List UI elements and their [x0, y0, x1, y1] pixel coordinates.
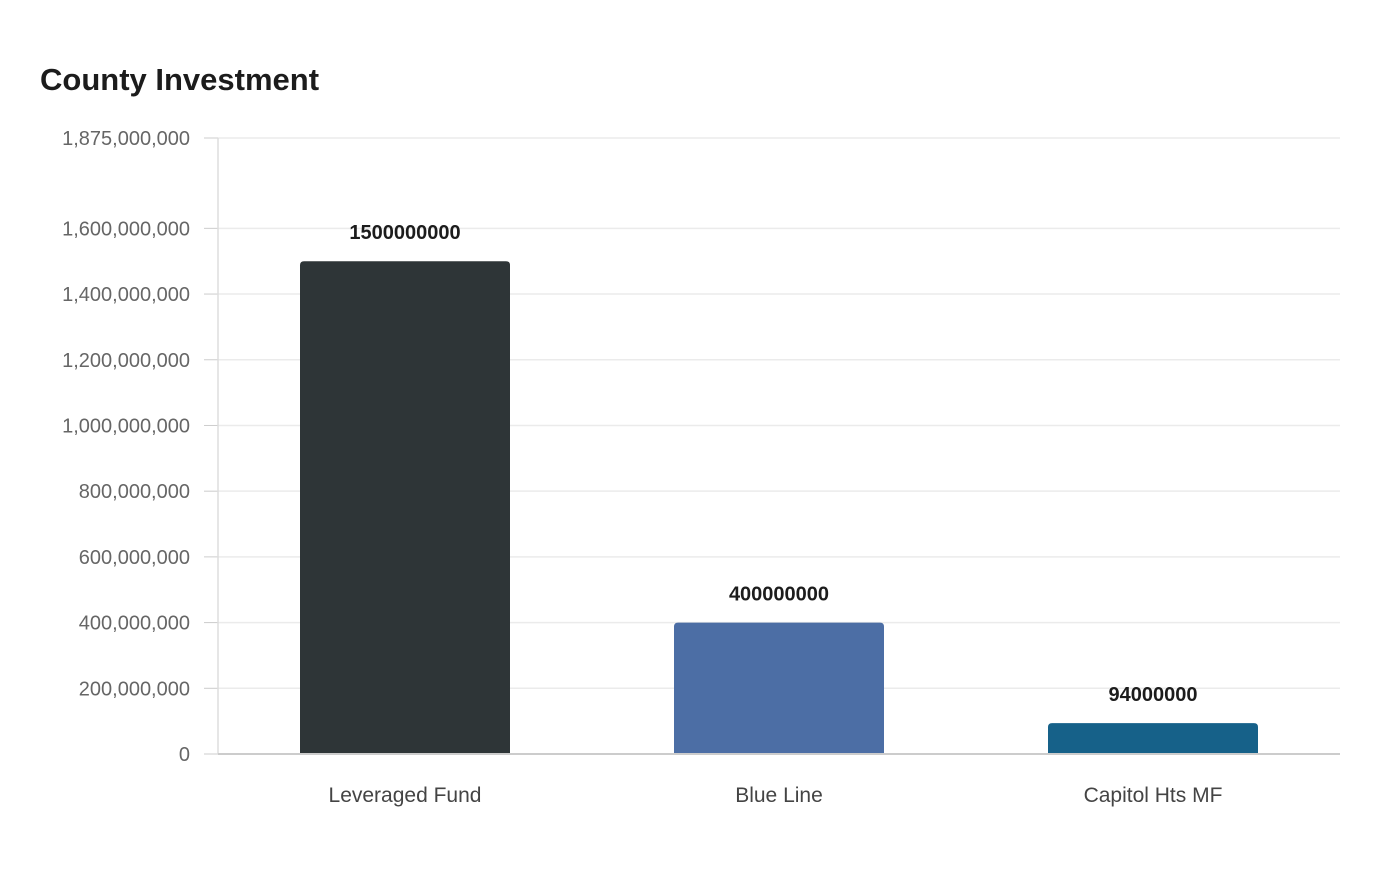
y-tick-label: 600,000,000	[79, 547, 190, 569]
y-tick-label: 800,000,000	[79, 481, 190, 503]
x-axis-categories: Leveraged Fund Blue Line Capitol Hts MF	[329, 784, 1223, 807]
data-label: 400000000	[729, 584, 829, 606]
y-tick-label: 1,600,000,000	[62, 218, 190, 240]
y-tick-label: 200,000,000	[79, 678, 190, 700]
y-axis-ticks: 0 200,000,000 400,000,000 600,000,000 800,00…	[62, 128, 218, 766]
bar-capitol-hts-mf[interactable]	[1048, 723, 1258, 754]
data-label: 94000000	[1109, 684, 1198, 706]
y-tick-label: 1,875,000,000	[62, 128, 190, 150]
x-category-label: Capitol Hts MF	[1084, 784, 1223, 807]
y-tick-label: 1,000,000,000	[62, 415, 190, 437]
y-tick-label: 0	[179, 744, 190, 766]
bars	[300, 261, 1258, 754]
bar-leveraged-fund[interactable]	[300, 261, 510, 754]
y-tick-label: 1,200,000,000	[62, 350, 190, 372]
chart-title: County Investment	[40, 62, 320, 97]
y-tick-label: 1,400,000,000	[62, 284, 190, 306]
bar-blue-line[interactable]	[674, 622, 884, 754]
x-category-label: Leveraged Fund	[329, 784, 482, 807]
data-labels: 1500000000 400000000 94000000	[349, 222, 1197, 706]
data-label: 1500000000	[349, 222, 460, 244]
y-tick-label: 400,000,000	[79, 613, 190, 635]
x-category-label: Blue Line	[735, 784, 823, 807]
